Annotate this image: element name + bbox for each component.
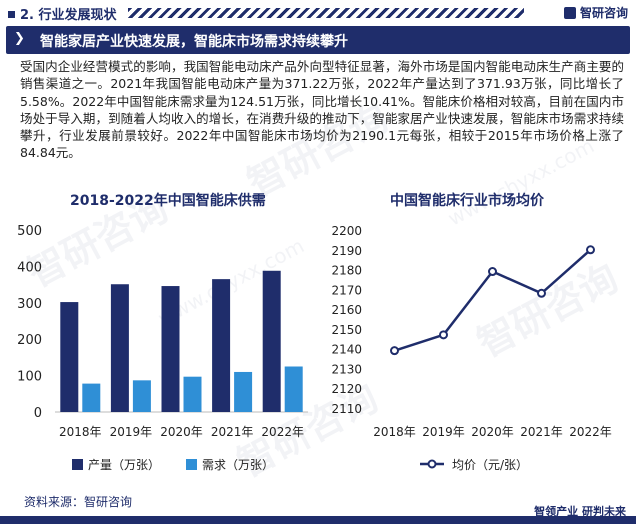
y-tick-label: 2110: [331, 402, 362, 416]
bar-demand: [183, 376, 202, 412]
brand-slogan: 智领产业 研判未来: [534, 505, 626, 518]
x-tick-label: 2022年: [261, 425, 304, 439]
x-tick-label: 2020年: [160, 425, 203, 439]
section-label: 2. 行业发展现状: [8, 4, 117, 23]
chart-title-price: 中国智能床行业市场均价: [390, 193, 544, 209]
chart-title-supply-demand: 2018-2022年中国智能床供需: [70, 193, 266, 209]
square-bullet-icon: [8, 11, 15, 18]
bar-production: [110, 284, 129, 412]
body-paragraph: 受国内企业经营模式的影响，我国智能电动床产品外向型特征显著，海外市场是国内智能电…: [20, 59, 624, 161]
y-tick-label: 400: [17, 260, 42, 275]
top-bar: 2. 行业发展现状 智研咨询: [0, 0, 636, 26]
legend-label: 需求（万张）: [202, 458, 274, 472]
legend-swatch: [186, 459, 197, 470]
x-tick-label: 2018年: [59, 425, 102, 439]
x-tick-label: 2019年: [110, 425, 153, 439]
x-tick-label: 2020年: [471, 425, 514, 439]
legend-label: 产量（万张）: [88, 458, 160, 472]
data-point-price: [390, 346, 399, 356]
y-tick-label: 200: [17, 333, 42, 348]
data-point-price: [537, 288, 546, 298]
bar-production: [161, 286, 180, 412]
x-tick-label: 2022年: [569, 425, 612, 439]
brand-logo: 智研咨询: [563, 4, 628, 21]
y-tick-label: 2120: [331, 382, 362, 396]
y-tick-label: 2140: [331, 343, 362, 357]
logo-icon: [563, 7, 576, 19]
x-tick-label: 2019年: [422, 425, 465, 439]
legend-label: 均价（元/张）: [452, 458, 528, 472]
bar-production: [212, 279, 231, 412]
bar-demand: [284, 366, 303, 412]
legend-swatch: [72, 459, 83, 470]
y-tick-label: 100: [17, 370, 42, 385]
data-point-price: [586, 245, 595, 255]
data-point-price: [439, 330, 448, 340]
y-tick-label: 2200: [331, 224, 362, 238]
x-tick-label: 2021年: [211, 425, 254, 439]
headline-bar: ❯ 智能家居产业快速发展，智能床市场需求持续攀升: [6, 26, 630, 54]
source-note: 资料来源：智研咨询: [24, 495, 133, 509]
bar-demand: [234, 371, 253, 412]
x-tick-label: 2021年: [520, 425, 563, 439]
y-tick-label: 2170: [331, 283, 362, 297]
x-tick-label: 2018年: [373, 425, 416, 439]
legend-marker: [427, 459, 437, 469]
decorative-stripes: [128, 8, 524, 18]
bar-demand: [132, 380, 151, 412]
bar-demand: [82, 383, 101, 412]
series-line-price: [394, 248, 592, 352]
data-point-price: [488, 267, 497, 277]
footer-bar: [0, 516, 636, 524]
y-tick-label: 2130: [331, 362, 362, 376]
headline: 智能家居产业快速发展，智能床市场需求持续攀升: [40, 34, 348, 50]
chevron-right-icon: ❯: [14, 31, 25, 46]
y-tick-label: 2150: [331, 323, 362, 337]
y-tick-label: 2180: [331, 264, 362, 278]
y-tick-label: 2160: [331, 303, 362, 317]
y-tick-label: 2190: [331, 244, 362, 258]
y-tick-label: 500: [17, 224, 42, 239]
bar-production: [60, 302, 79, 412]
bar-production: [262, 270, 281, 412]
y-tick-label: 300: [17, 297, 42, 312]
y-tick-label: 0: [34, 406, 42, 421]
